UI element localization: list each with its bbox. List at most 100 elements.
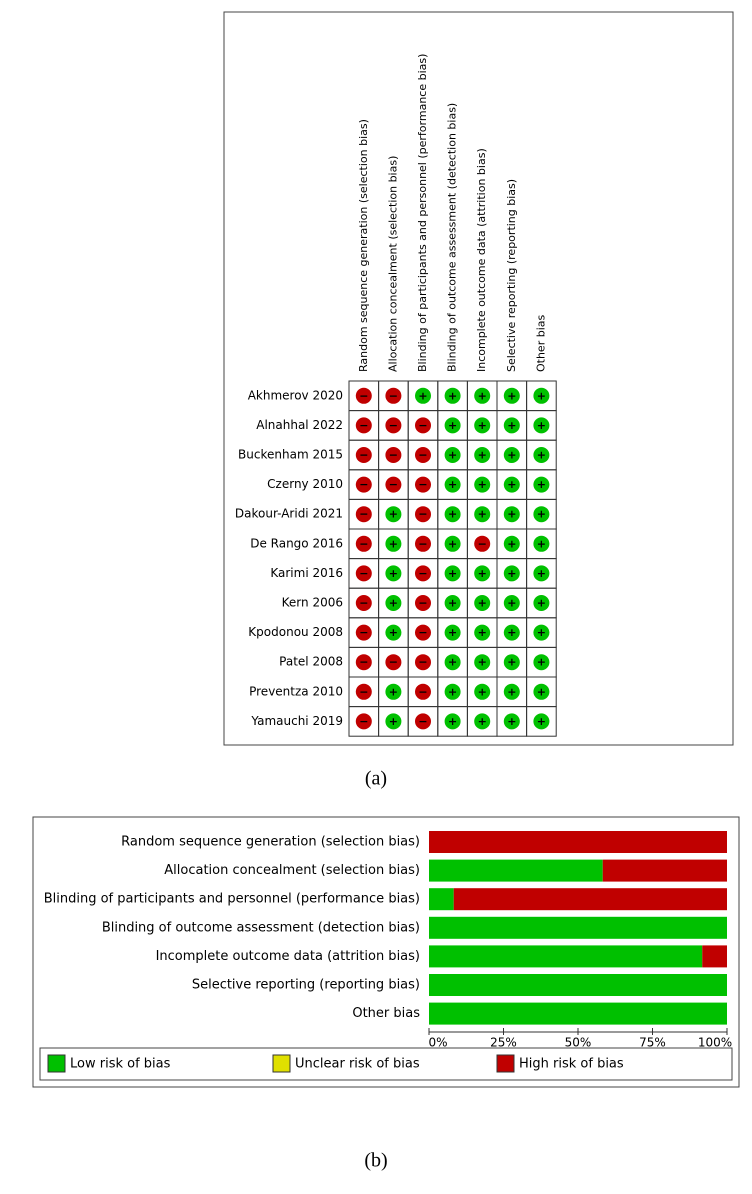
judgment-dot xyxy=(385,624,402,641)
judgment-dot xyxy=(533,417,550,434)
judgment-symbol: + xyxy=(389,626,398,639)
judgment-dot xyxy=(355,387,372,404)
judgment-dot xyxy=(415,506,431,523)
judgment-dot xyxy=(415,713,431,730)
judgment-dot xyxy=(503,447,520,463)
judgment-dot xyxy=(385,535,402,552)
judgment-dot xyxy=(533,506,550,523)
judgment-symbol: + xyxy=(418,389,427,402)
judgment-symbol: + xyxy=(537,656,546,669)
judgment-symbol: + xyxy=(507,567,516,580)
judgment-dot xyxy=(355,417,372,434)
judgment-symbol: − xyxy=(359,508,368,521)
bar-segment xyxy=(429,831,727,853)
judgment-dot xyxy=(385,683,402,700)
judgment-dot xyxy=(415,387,431,404)
judgment-dot xyxy=(444,565,461,582)
judgment-symbol: + xyxy=(537,715,546,728)
category-label: Incomplete outcome data (attrition bias) xyxy=(156,949,420,964)
panel-label: (b) xyxy=(364,1150,387,1172)
judgment-dot xyxy=(385,713,402,730)
judgment-symbol: − xyxy=(418,656,427,669)
judgment-dot xyxy=(503,595,520,611)
judgment-dot xyxy=(503,417,520,434)
study-label: Karimi 2016 xyxy=(270,566,343,580)
judgment-symbol: + xyxy=(507,478,516,491)
judgment-symbol: + xyxy=(478,389,487,402)
bar-segment xyxy=(453,888,727,911)
bar-segment xyxy=(429,916,727,939)
judgment-dot xyxy=(474,595,491,611)
judgment-dot xyxy=(533,476,550,493)
judgment-dot xyxy=(385,565,402,582)
domain-label: Random sequence generation (selection bi… xyxy=(357,119,370,372)
judgment-symbol: + xyxy=(507,715,516,728)
category-label: Selective reporting (reporting bias) xyxy=(192,978,420,993)
judgment-symbol: + xyxy=(507,389,516,402)
judgment-dot xyxy=(355,476,372,493)
domain-label: Blinding of outcome assessment (detectio… xyxy=(446,103,459,372)
bar-segment xyxy=(429,888,454,911)
judgment-symbol: + xyxy=(537,419,546,432)
category-label: Blinding of outcome assessment (detectio… xyxy=(102,920,420,935)
judgment-dot xyxy=(474,654,491,671)
domain-label: Blinding of participants and personnel (… xyxy=(416,54,429,372)
x-tick-label: 75% xyxy=(639,1036,666,1050)
judgment-dot xyxy=(503,624,520,641)
judgment-dot xyxy=(533,535,550,552)
judgment-symbol: + xyxy=(507,656,516,669)
bar-segment xyxy=(429,859,603,882)
judgment-dot xyxy=(444,713,461,730)
legend-swatch xyxy=(272,1054,291,1073)
judgment-dot xyxy=(503,476,520,493)
category-label: Other bias xyxy=(352,1006,420,1021)
judgment-symbol: − xyxy=(359,597,368,610)
domain-label: Selective reporting (reporting bias) xyxy=(505,179,518,372)
judgment-dot xyxy=(355,535,372,552)
category-label: Allocation concealment (selection bias) xyxy=(164,863,420,878)
x-tick-label: 100% xyxy=(698,1036,732,1050)
judgment-symbol: + xyxy=(537,478,546,491)
judgment-dot xyxy=(444,506,461,523)
judgment-symbol: − xyxy=(418,685,427,698)
judgment-symbol: + xyxy=(389,685,398,698)
legend-label: High risk of bias xyxy=(519,1057,624,1072)
judgment-dot xyxy=(385,654,402,671)
study-label: De Rango 2016 xyxy=(250,536,343,550)
judgment-dot xyxy=(385,476,402,493)
judgment-symbol: − xyxy=(418,597,427,610)
judgment-symbol: + xyxy=(478,478,487,491)
judgment-dot xyxy=(503,565,520,582)
study-label: Buckenham 2015 xyxy=(238,448,343,462)
judgment-symbol: + xyxy=(448,626,457,639)
judgment-dot xyxy=(355,447,372,463)
judgment-symbol: + xyxy=(448,478,457,491)
judgment-symbol: + xyxy=(389,537,398,550)
judgment-dot xyxy=(415,476,431,493)
judgment-dot xyxy=(533,654,550,671)
bar-segment xyxy=(429,1002,727,1025)
judgment-dot xyxy=(503,506,520,523)
judgment-dot xyxy=(503,535,520,552)
judgment-symbol: + xyxy=(448,567,457,580)
judgment-symbol: + xyxy=(448,449,457,462)
judgment-symbol: + xyxy=(507,449,516,462)
judgment-symbol: − xyxy=(359,449,368,462)
judgment-dot xyxy=(533,595,550,611)
judgment-dot xyxy=(474,476,491,493)
study-label: Kpodonou 2008 xyxy=(248,625,343,639)
judgment-symbol: + xyxy=(448,597,457,610)
judgment-symbol: − xyxy=(359,656,368,669)
judgment-symbol: − xyxy=(418,478,427,491)
judgment-symbol: + xyxy=(448,656,457,669)
judgment-symbol: − xyxy=(418,626,427,639)
panel-label: (a) xyxy=(365,768,387,790)
judgment-dot xyxy=(503,683,520,700)
bar-segment xyxy=(429,945,703,968)
judgment-symbol: + xyxy=(478,508,487,521)
judgment-symbol: − xyxy=(418,537,427,550)
judgment-symbol: − xyxy=(359,567,368,580)
judgment-dot xyxy=(444,624,461,641)
judgment-dot xyxy=(533,447,550,463)
